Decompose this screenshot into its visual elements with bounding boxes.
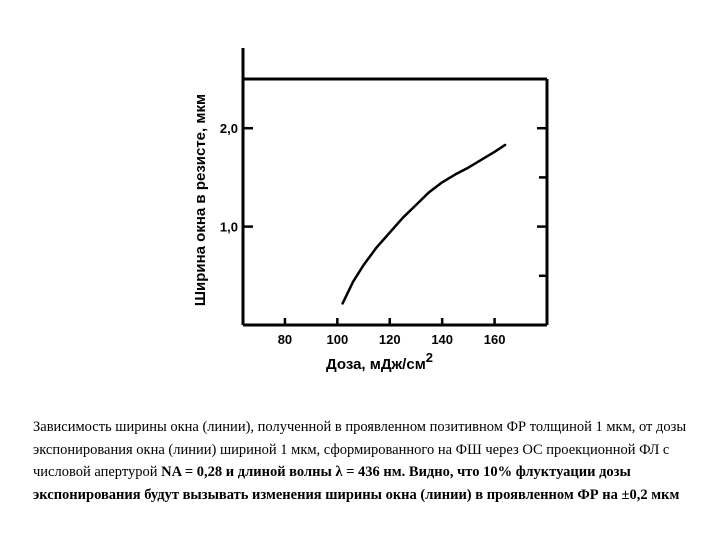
x-tick-label: 80 [278, 332, 292, 347]
caption-plain-text: Зависимость ширины окна (линии), получен… [33, 419, 687, 480]
y-tick-label: 2,0 [220, 121, 238, 136]
y-tick-label: 1,0 [220, 220, 238, 235]
x-axis-label: Доза, мДж/см2 [326, 350, 433, 373]
x-tick-label: 120 [379, 332, 401, 347]
x-tick-label: 100 [326, 332, 348, 347]
x-tick-label: 140 [431, 332, 453, 347]
figure-caption: Зависимость ширины окна (линии), получен… [33, 416, 698, 506]
chart: 80 100 120 140 160 1,0 2,0 Ширина окна в рези… [192, 48, 549, 373]
x-axis-label-text: Доза, мДж/см [326, 356, 426, 373]
caption-bold-text: NA = 0,28 и длиной волны λ = 436 нм. Вид… [33, 464, 680, 503]
plot-frame [241, 48, 549, 327]
x-axis-label-superscript: 2 [426, 350, 433, 365]
series-line [341, 143, 507, 305]
y-axis-label: Ширина окна в резисте, мкм [192, 94, 209, 306]
x-tick-label: 160 [484, 332, 506, 347]
series-layer [341, 143, 507, 305]
x-axis-ticks: 80 100 120 140 160 [278, 318, 506, 347]
y-axis-ticks: 1,0 2,0 [220, 77, 547, 278]
